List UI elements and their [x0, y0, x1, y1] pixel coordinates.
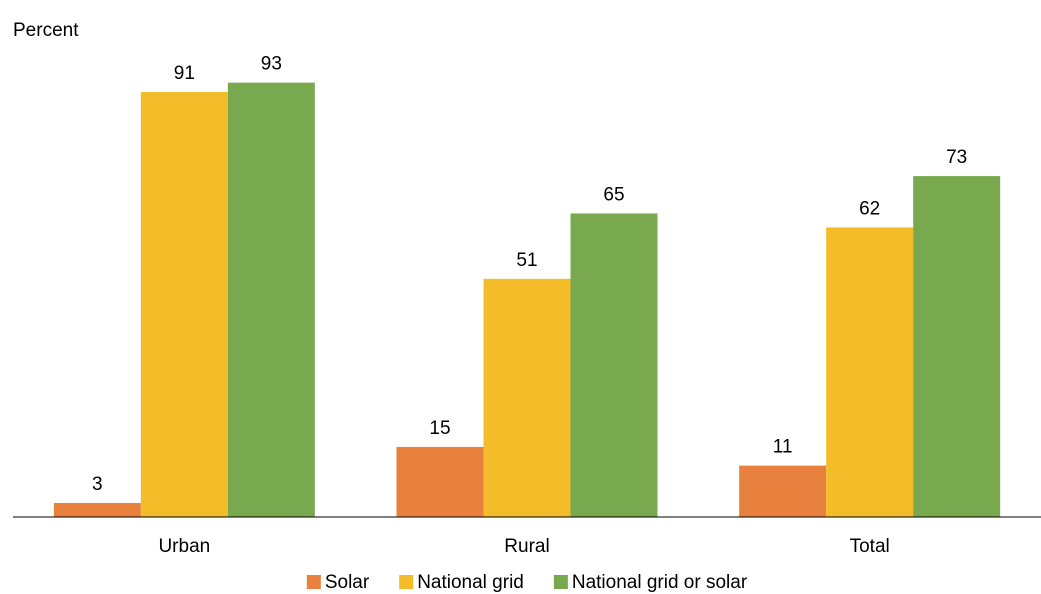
- data-label: 93: [261, 54, 282, 75]
- bar: [396, 446, 484, 517]
- x-tick-label: Total: [850, 536, 890, 557]
- bar: [53, 502, 141, 517]
- data-label: 15: [429, 418, 450, 439]
- data-label: 62: [859, 198, 880, 219]
- bar: [227, 82, 315, 517]
- data-label: 65: [603, 184, 624, 205]
- data-label: 91: [174, 63, 195, 84]
- legend-label: National grid or solar: [572, 572, 748, 593]
- bar: [140, 92, 228, 517]
- legend-swatch: [553, 575, 568, 589]
- data-label: 11: [773, 437, 793, 458]
- x-tick-label: Rural: [504, 536, 549, 557]
- bar: [739, 465, 827, 517]
- bar: [483, 278, 571, 517]
- data-label: 51: [516, 250, 537, 271]
- bar: [570, 213, 658, 517]
- legend-label: Solar: [325, 572, 370, 593]
- legend-swatch: [399, 575, 414, 589]
- data-label: 3: [92, 474, 103, 495]
- y-axis-label: Percent: [13, 20, 79, 41]
- data-label: 73: [946, 147, 967, 168]
- bar: [913, 176, 1001, 517]
- x-tick-label: Urban: [158, 536, 210, 557]
- legend-swatch: [306, 575, 321, 589]
- bar: [826, 227, 914, 517]
- legend-label: National grid: [417, 572, 524, 593]
